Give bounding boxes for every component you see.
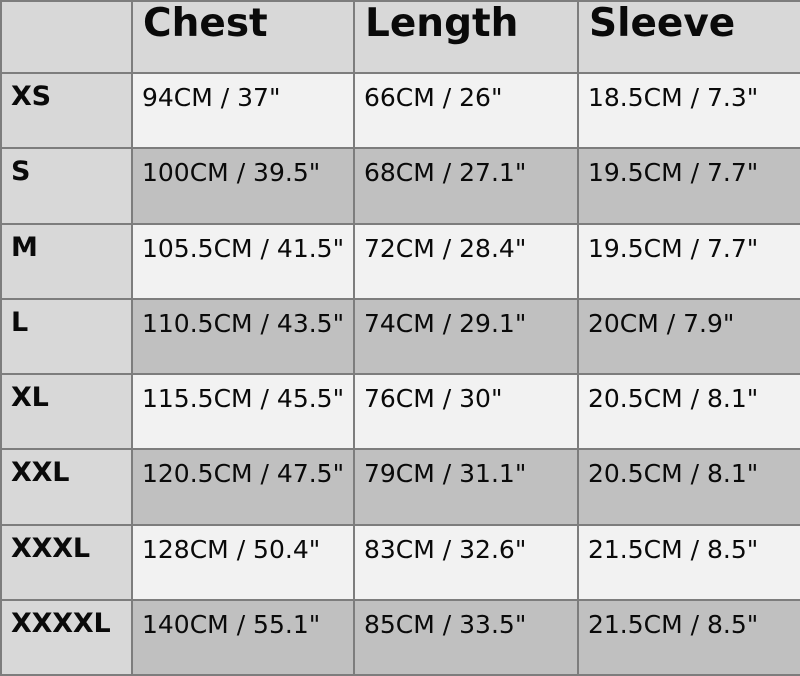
size-label: XXXXL	[0, 598, 133, 676]
chest-value: 120.5CM / 47.5"	[131, 448, 355, 526]
table-row: XS 94CM / 37" 66CM / 26" 18.5CM / 7.3"	[0, 71, 800, 150]
size-label: XXXL	[0, 523, 133, 601]
table-row: S 100CM / 39.5" 68CM / 27.1" 19.5CM / 7.7"	[0, 147, 800, 225]
sleeve-value: 21.5CM / 8.5"	[577, 523, 800, 601]
sleeve-value: 19.5CM / 7.7"	[577, 147, 800, 225]
table-header: Chest Length Sleeve	[0, 0, 800, 74]
table-row: L 110.5CM / 43.5" 74CM / 29.1" 20CM / 7.9"	[0, 297, 800, 376]
length-value: 76CM / 30"	[353, 372, 579, 451]
sleeve-value: 18.5CM / 7.3"	[577, 71, 800, 150]
header-row: Chest Length Sleeve	[0, 0, 800, 74]
chest-value: 140CM / 55.1"	[131, 598, 355, 676]
column-header-chest: Chest	[131, 0, 355, 74]
size-label: XXL	[0, 448, 133, 526]
size-label: XL	[0, 372, 133, 451]
length-value: 83CM / 32.6"	[353, 523, 579, 601]
table-body: XS 94CM / 37" 66CM / 26" 18.5CM / 7.3" S 100C…	[0, 71, 800, 676]
sleeve-value: 20CM / 7.9"	[577, 297, 800, 376]
sleeve-value: 20.5CM / 8.1"	[577, 372, 800, 451]
column-header-length: Length	[353, 0, 579, 74]
length-value: 85CM / 33.5"	[353, 598, 579, 676]
size-label: L	[0, 297, 133, 376]
chest-value: 105.5CM / 41.5"	[131, 222, 355, 300]
size-label: M	[0, 222, 133, 300]
table-row: XXXL 128CM / 50.4" 83CM / 32.6" 21.5CM / 8.…	[0, 523, 800, 601]
sleeve-value: 19.5CM / 7.7"	[577, 222, 800, 300]
table-row: XXXXL 140CM / 55.1" 85CM / 33.5" 21.5CM / 8…	[0, 598, 800, 676]
chest-value: 94CM / 37"	[131, 71, 355, 150]
length-value: 68CM / 27.1"	[353, 147, 579, 225]
length-value: 74CM / 29.1"	[353, 297, 579, 376]
sleeve-value: 21.5CM / 8.5"	[577, 598, 800, 676]
chest-value: 110.5CM / 43.5"	[131, 297, 355, 376]
length-value: 66CM / 26"	[353, 71, 579, 150]
header-corner-cell	[0, 0, 133, 74]
length-value: 79CM / 31.1"	[353, 448, 579, 526]
chest-value: 128CM / 50.4"	[131, 523, 355, 601]
table-row: M 105.5CM / 41.5" 72CM / 28.4" 19.5CM / 7.7…	[0, 222, 800, 300]
sleeve-value: 20.5CM / 8.1"	[577, 448, 800, 526]
size-label: S	[0, 147, 133, 225]
table-row: XXL 120.5CM / 47.5" 79CM / 31.1" 20.5CM / 8…	[0, 448, 800, 526]
chest-value: 115.5CM / 45.5"	[131, 372, 355, 451]
length-value: 72CM / 28.4"	[353, 222, 579, 300]
size-label: XS	[0, 71, 133, 150]
table-row: XL 115.5CM / 45.5" 76CM / 30" 20.5CM / 8.1"	[0, 372, 800, 451]
chest-value: 100CM / 39.5"	[131, 147, 355, 225]
column-header-sleeve: Sleeve	[577, 0, 800, 74]
